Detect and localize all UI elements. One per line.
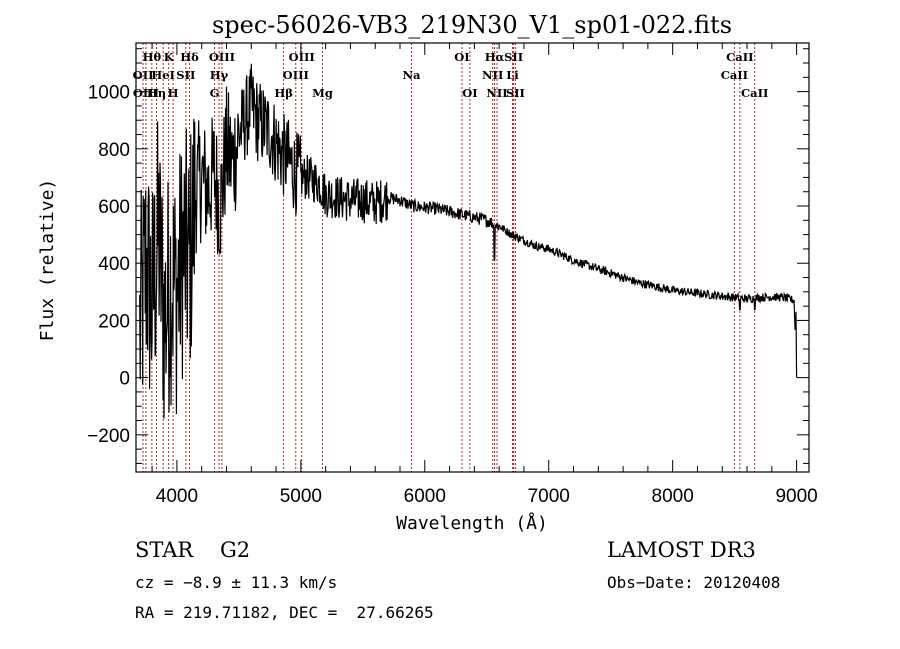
redshift-text: cz = −8.9 ± 11.3 km/s — [135, 573, 338, 592]
y-tick-label: −200 — [87, 426, 130, 447]
spectral-line-label: Na — [403, 68, 422, 82]
y-tick-label: 0 — [119, 369, 130, 390]
spectral-line-label: CaII — [726, 50, 753, 64]
spectral-line-label: Hγ — [210, 68, 229, 82]
spectral-line-label: OII — [133, 68, 154, 82]
spectral-line-label: OI — [462, 86, 477, 100]
spectral-line-label: Hα — [485, 50, 505, 64]
y-tick-label: 800 — [98, 140, 130, 161]
x-axis-ticks: 4000 5000 6000 7000 8000 9000 — [151, 43, 818, 507]
spectral-line-label: Hβ — [274, 86, 293, 100]
x-axis-label: Wavelength (Å) — [396, 512, 548, 534]
spectral-line-label: NII — [482, 68, 503, 82]
obs-date: Obs−Date: 20120408 — [607, 573, 781, 592]
spectral-line-label: Li — [506, 68, 519, 82]
subclass-value: G2 — [219, 538, 251, 562]
spectral-line-label: CaII — [741, 86, 768, 100]
spectral-line-label: OI — [454, 50, 469, 64]
plot-frame — [135, 42, 810, 473]
coordinates-text: RA = 219.71182, DEC = 27.66265 — [135, 603, 434, 622]
spectral-line-label: HeI — [151, 68, 175, 82]
spectral-line-label: H — [168, 86, 179, 100]
y-tick-label: 600 — [98, 197, 130, 218]
spectral-line-label: G — [210, 86, 220, 100]
survey-name: LAMOST DR3 — [607, 538, 756, 562]
y-tick-label: 1000 — [88, 83, 130, 104]
x-tick-label: 9000 — [775, 486, 817, 507]
spectral-line-label: Mg — [312, 86, 333, 100]
spectral-line-labels: OIIHθOIIIHηHeIKHSIIHδGHγOIIIHβOIIIOIIIMg… — [133, 50, 769, 100]
spectral-line-label: Hδ — [180, 50, 199, 64]
spectral-line-label: Hθ — [143, 50, 162, 64]
spectral-line-label: SII — [176, 68, 195, 82]
y-axis-label: Flux (relative) — [37, 179, 58, 342]
object-class-value: STAR — [135, 538, 194, 562]
x-tick-label: 5000 — [280, 486, 322, 507]
x-tick-label: 7000 — [528, 486, 570, 507]
spectral-line-label: OIII — [283, 68, 309, 82]
spectral-line-label: SII — [504, 50, 523, 64]
chart-title: spec-56026-VB3_219N30_V1_sp01-022.fits — [212, 11, 732, 39]
y-tick-label: 400 — [98, 254, 130, 275]
spectral-line-label: SII — [506, 86, 525, 100]
y-tick-label: 200 — [98, 311, 130, 332]
spectral-line-label: NII — [486, 86, 507, 100]
x-tick-label: 8000 — [652, 486, 694, 507]
object-class: STAR G2 — [135, 538, 250, 562]
y-axis-ticks: −200 0 200 400 600 800 1000 — [87, 48, 809, 464]
spectral-line-label: K — [164, 50, 175, 64]
spectral-line-label: CaII — [721, 68, 748, 82]
spectrum-line — [139, 63, 798, 419]
spectral-line-label: OIII — [289, 50, 315, 64]
x-tick-label: 6000 — [404, 486, 446, 507]
x-tick-label: 4000 — [156, 486, 198, 507]
spectrum-series — [139, 63, 798, 419]
spectral-line-label: OIII — [133, 86, 159, 100]
spectral-line-label: Hη — [147, 86, 166, 100]
spectral-line-markers — [142, 43, 756, 472]
spectral-line-label: OIII — [209, 50, 235, 64]
